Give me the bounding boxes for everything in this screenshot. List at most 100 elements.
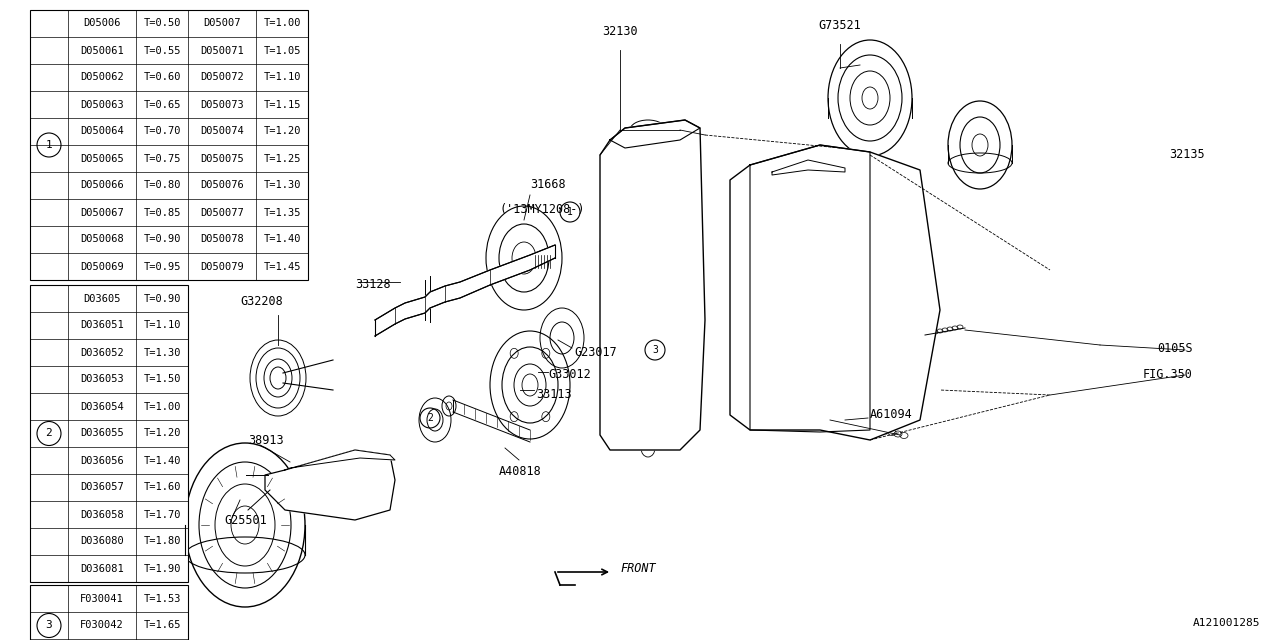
Text: G23017: G23017 — [573, 346, 617, 358]
Polygon shape — [265, 450, 396, 520]
Text: T=1.45: T=1.45 — [264, 262, 301, 271]
Text: G25501: G25501 — [224, 513, 266, 527]
Text: D05006: D05006 — [83, 19, 120, 29]
Text: D050069: D050069 — [81, 262, 124, 271]
Polygon shape — [730, 145, 940, 440]
Text: T=1.10: T=1.10 — [264, 72, 301, 83]
Text: T=0.60: T=0.60 — [143, 72, 180, 83]
Text: T=0.95: T=0.95 — [143, 262, 180, 271]
Text: T=1.30: T=1.30 — [264, 180, 301, 191]
Text: 32135: 32135 — [1170, 148, 1204, 161]
Text: T=0.90: T=0.90 — [143, 294, 180, 303]
Text: 33113: 33113 — [536, 388, 572, 401]
Text: T=0.65: T=0.65 — [143, 99, 180, 109]
Text: 38913: 38913 — [248, 433, 284, 447]
Text: D036055: D036055 — [81, 429, 124, 438]
Text: 33128: 33128 — [355, 278, 390, 291]
Text: D036058: D036058 — [81, 509, 124, 520]
Text: T=0.90: T=0.90 — [143, 234, 180, 244]
Text: T=0.85: T=0.85 — [143, 207, 180, 218]
Text: A40818: A40818 — [499, 465, 541, 478]
Text: FIG.350: FIG.350 — [1143, 369, 1193, 381]
Text: 32130: 32130 — [602, 25, 637, 38]
Text: D050073: D050073 — [200, 99, 244, 109]
Text: T=1.65: T=1.65 — [143, 621, 180, 630]
Text: D036057: D036057 — [81, 483, 124, 493]
Text: D050074: D050074 — [200, 127, 244, 136]
Text: D036052: D036052 — [81, 348, 124, 358]
Text: D050062: D050062 — [81, 72, 124, 83]
Text: A61094: A61094 — [870, 408, 913, 422]
Text: D050064: D050064 — [81, 127, 124, 136]
Text: G73521: G73521 — [819, 19, 861, 32]
Text: T=0.75: T=0.75 — [143, 154, 180, 163]
Text: D050076: D050076 — [200, 180, 244, 191]
Text: D05007: D05007 — [204, 19, 241, 29]
Text: D03605: D03605 — [83, 294, 120, 303]
Text: 0105S: 0105S — [1157, 342, 1193, 355]
Polygon shape — [285, 450, 396, 470]
Polygon shape — [750, 145, 870, 432]
Text: D050068: D050068 — [81, 234, 124, 244]
Text: T=1.00: T=1.00 — [264, 19, 301, 29]
Polygon shape — [611, 120, 700, 148]
Text: D050078: D050078 — [200, 234, 244, 244]
Text: 2: 2 — [46, 429, 52, 438]
Text: D050066: D050066 — [81, 180, 124, 191]
Text: T=1.00: T=1.00 — [143, 401, 180, 412]
Text: T=1.25: T=1.25 — [264, 154, 301, 163]
Polygon shape — [600, 120, 705, 450]
Text: F030042: F030042 — [81, 621, 124, 630]
Text: 31668: 31668 — [530, 179, 566, 191]
Text: T=0.70: T=0.70 — [143, 127, 180, 136]
Text: T=1.40: T=1.40 — [143, 456, 180, 465]
Text: T=1.30: T=1.30 — [143, 348, 180, 358]
Text: T=1.50: T=1.50 — [143, 374, 180, 385]
Text: D036080: D036080 — [81, 536, 124, 547]
Bar — [29, 10, 308, 280]
Text: D050077: D050077 — [200, 207, 244, 218]
Text: G32208: G32208 — [241, 295, 283, 308]
Text: D050072: D050072 — [200, 72, 244, 83]
Text: D036054: D036054 — [81, 401, 124, 412]
Text: D036051: D036051 — [81, 321, 124, 330]
Text: T=1.05: T=1.05 — [264, 45, 301, 56]
Text: 1: 1 — [46, 140, 52, 150]
Text: T=1.53: T=1.53 — [143, 593, 180, 604]
Text: T=0.55: T=0.55 — [143, 45, 180, 56]
Text: 1: 1 — [567, 207, 573, 217]
Text: D050071: D050071 — [200, 45, 244, 56]
Text: T=1.90: T=1.90 — [143, 563, 180, 573]
Bar — [29, 585, 188, 640]
Text: 2: 2 — [428, 413, 433, 423]
Text: T=1.20: T=1.20 — [264, 127, 301, 136]
Polygon shape — [772, 160, 845, 175]
Text: D036056: D036056 — [81, 456, 124, 465]
Text: FRONT: FRONT — [620, 561, 655, 575]
Text: T=1.60: T=1.60 — [143, 483, 180, 493]
Bar — [29, 285, 188, 582]
Text: 3: 3 — [652, 345, 658, 355]
Text: T=1.10: T=1.10 — [143, 321, 180, 330]
Text: D050063: D050063 — [81, 99, 124, 109]
Text: T=0.50: T=0.50 — [143, 19, 180, 29]
Text: 3: 3 — [46, 621, 52, 630]
Text: T=1.35: T=1.35 — [264, 207, 301, 218]
Text: T=1.80: T=1.80 — [143, 536, 180, 547]
Text: T=1.40: T=1.40 — [264, 234, 301, 244]
Text: D050079: D050079 — [200, 262, 244, 271]
Text: T=1.20: T=1.20 — [143, 429, 180, 438]
Text: T=0.80: T=0.80 — [143, 180, 180, 191]
Text: D050061: D050061 — [81, 45, 124, 56]
Text: T=1.70: T=1.70 — [143, 509, 180, 520]
Text: D050075: D050075 — [200, 154, 244, 163]
Text: D036053: D036053 — [81, 374, 124, 385]
Text: T=1.15: T=1.15 — [264, 99, 301, 109]
Text: D050067: D050067 — [81, 207, 124, 218]
Polygon shape — [375, 245, 556, 336]
Text: F030041: F030041 — [81, 593, 124, 604]
Text: D036081: D036081 — [81, 563, 124, 573]
Text: ('13MY1208-): ('13MY1208-) — [500, 204, 585, 216]
Text: A121001285: A121001285 — [1193, 618, 1260, 628]
Text: D050065: D050065 — [81, 154, 124, 163]
